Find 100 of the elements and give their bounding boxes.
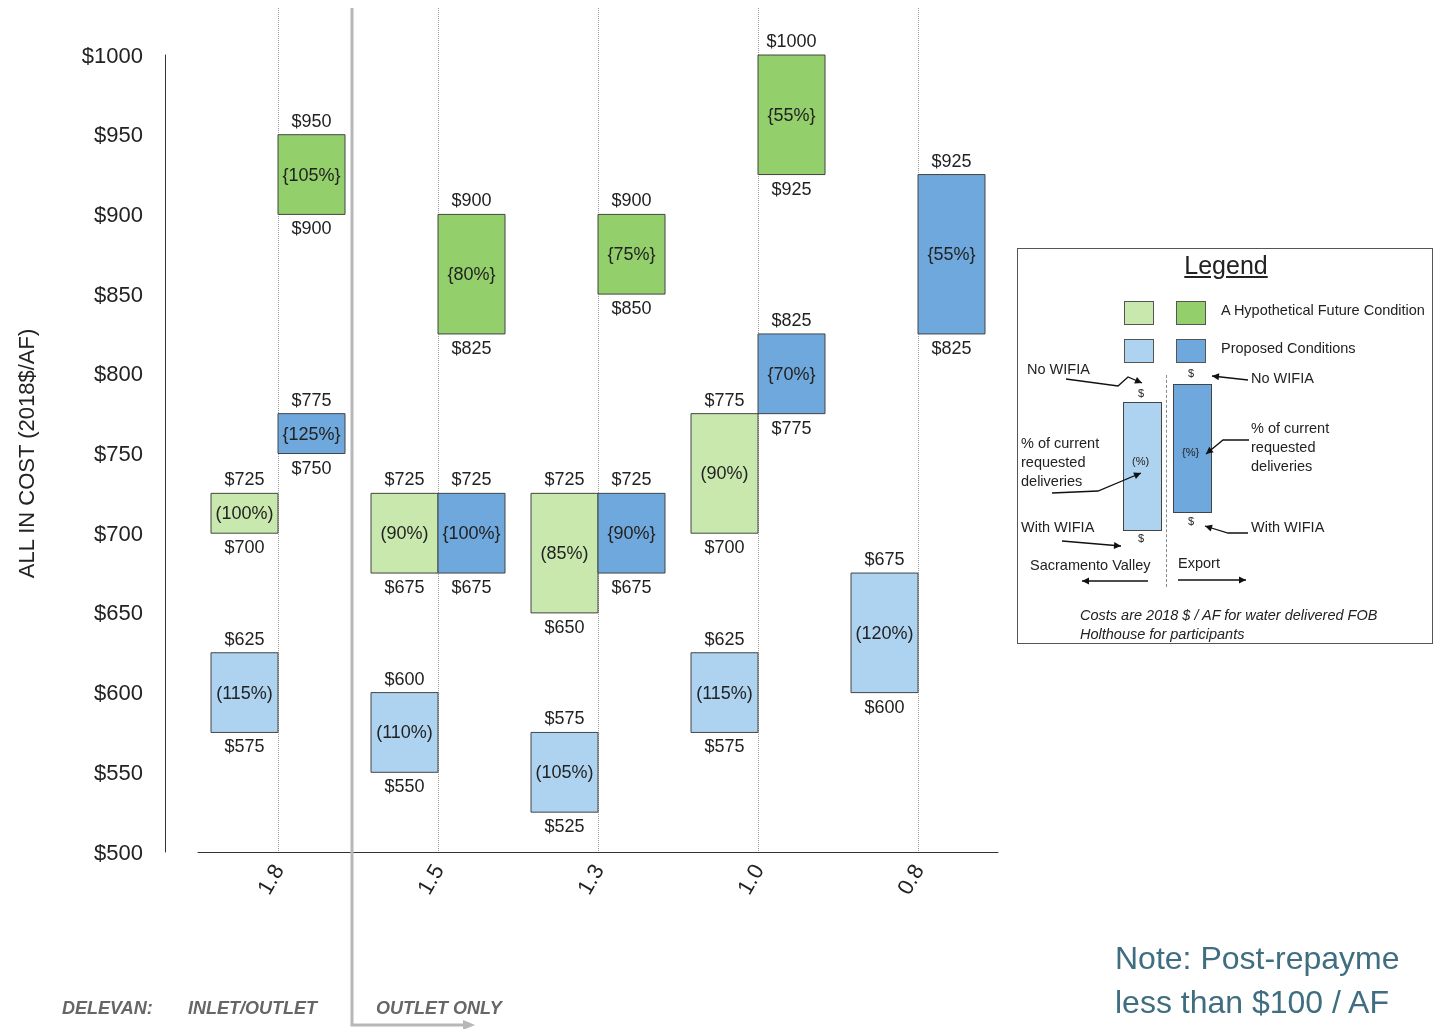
y-tick-label: $600 bbox=[94, 680, 143, 706]
y-tick-label: $500 bbox=[94, 839, 143, 865]
text: less than $100 / AF bbox=[1115, 984, 1389, 1021]
text: $ bbox=[1188, 367, 1195, 379]
annotation: $775 bbox=[291, 389, 332, 410]
text: DELEVAN: bbox=[62, 998, 153, 1019]
text: {%} bbox=[1182, 446, 1200, 458]
annotation: $900 bbox=[291, 218, 332, 239]
annotation: {90%} bbox=[607, 523, 656, 544]
y-tick-label: $1000 bbox=[81, 42, 143, 68]
annotation: (105%) bbox=[535, 762, 594, 783]
y-tick-label: $950 bbox=[94, 122, 143, 148]
annotation: $1000 bbox=[766, 31, 817, 51]
annotation: {105%} bbox=[282, 164, 341, 185]
annotation: $900 bbox=[611, 190, 652, 211]
annotation: $850 bbox=[611, 298, 652, 319]
annotation: (85%) bbox=[540, 543, 589, 564]
annotation: $675 bbox=[384, 577, 425, 598]
annotation: $725 bbox=[384, 469, 425, 490]
text: Note: Post-repayme bbox=[1115, 940, 1400, 977]
annotation: {55%} bbox=[927, 244, 976, 265]
annotation: (100%) bbox=[215, 503, 274, 524]
annotation: (115%) bbox=[216, 682, 273, 703]
text: Export bbox=[1178, 555, 1220, 571]
x-tick-label: 0.8 bbox=[891, 859, 929, 899]
annotation: $725 bbox=[544, 469, 585, 490]
annotation: {75%} bbox=[607, 244, 656, 265]
annotation: $625 bbox=[704, 628, 745, 649]
annotation: $925 bbox=[931, 150, 972, 171]
y-tick-label: $750 bbox=[94, 441, 143, 466]
text: $ bbox=[1188, 515, 1195, 527]
bar bbox=[530, 731, 599, 813]
annotation: {80%} bbox=[447, 264, 496, 285]
x-tick-label: 1.3 bbox=[571, 859, 609, 899]
annotation: $775 bbox=[771, 417, 812, 438]
annotation: $725 bbox=[451, 469, 492, 490]
annotation: $725 bbox=[224, 469, 265, 490]
annotation: {100%} bbox=[442, 523, 501, 544]
text: OUTLET ONLY bbox=[376, 998, 502, 1019]
y-tick-label: $800 bbox=[94, 361, 143, 387]
annotation: {125%} bbox=[282, 423, 341, 444]
y-tick-label: $900 bbox=[94, 201, 143, 227]
annotation: $675 bbox=[451, 577, 492, 598]
annotation: {55%} bbox=[767, 104, 816, 125]
annotation: {70%} bbox=[767, 363, 816, 384]
annotation: $675 bbox=[611, 577, 652, 598]
text: INLET/OUTLET bbox=[188, 998, 317, 1019]
annotation: $950 bbox=[291, 110, 332, 131]
annotation: $550 bbox=[384, 776, 425, 797]
y-axis-title: ALL IN COST (2018$/AF) bbox=[13, 328, 39, 579]
y-tick-label: $850 bbox=[94, 281, 143, 307]
annotation: $700 bbox=[704, 537, 745, 558]
annotation: $725 bbox=[611, 469, 652, 490]
text: Costs are 2018 $ / AF for water delivered FOB Holthouse for participants bbox=[1080, 606, 1379, 644]
text: No WIFIA bbox=[1251, 370, 1314, 386]
annotation: $575 bbox=[544, 708, 585, 729]
x-tick-label: 1.0 bbox=[731, 859, 769, 899]
text: (%) bbox=[1132, 455, 1150, 467]
text: % of current requested deliveries bbox=[1021, 434, 1101, 491]
bar bbox=[277, 134, 346, 215]
annotation: $650 bbox=[544, 616, 585, 637]
annotation: $750 bbox=[291, 457, 332, 478]
text: With WIFIA bbox=[1021, 519, 1095, 535]
y-tick-label: $550 bbox=[94, 759, 143, 785]
text: With WIFIA bbox=[1251, 519, 1325, 535]
text: $ bbox=[1138, 387, 1145, 399]
bar bbox=[597, 213, 666, 295]
annotation: (115%) bbox=[696, 682, 753, 703]
text: % of current requested deliveries bbox=[1251, 419, 1331, 476]
annotation: $625 bbox=[224, 628, 265, 649]
bar bbox=[370, 692, 439, 773]
annotation: $925 bbox=[771, 178, 812, 199]
bar bbox=[757, 54, 826, 176]
y-tick-label: $700 bbox=[94, 520, 143, 546]
bar bbox=[917, 174, 986, 335]
annotation: $825 bbox=[451, 337, 492, 358]
annotation: $575 bbox=[224, 736, 265, 757]
bar bbox=[850, 572, 919, 694]
annotation: $775 bbox=[704, 389, 745, 410]
x-tick-label: 1.8 bbox=[251, 859, 289, 899]
annotation: $575 bbox=[704, 736, 745, 757]
x-tick-label: 1.5 bbox=[411, 859, 449, 899]
bar bbox=[210, 652, 279, 733]
bar bbox=[437, 213, 506, 335]
annotation: $825 bbox=[931, 337, 972, 358]
annotation: (90%) bbox=[380, 523, 429, 544]
legend-label: Proposed Conditions bbox=[1221, 340, 1356, 356]
text: Sacramento Valley bbox=[1030, 557, 1151, 573]
annotation: $600 bbox=[864, 696, 905, 717]
annotation: (110%) bbox=[376, 722, 433, 743]
annotation: $600 bbox=[384, 668, 425, 689]
annotation: (90%) bbox=[700, 463, 749, 484]
annotation: $675 bbox=[864, 549, 905, 570]
bar bbox=[690, 652, 759, 733]
annotation: (120%) bbox=[855, 622, 914, 643]
y-tick-label: $650 bbox=[94, 600, 143, 626]
text: $ bbox=[1138, 532, 1145, 544]
legend-label: A Hypothetical Future Condition bbox=[1221, 302, 1425, 318]
annotation: $900 bbox=[451, 190, 492, 211]
annotation: $525 bbox=[544, 816, 585, 837]
